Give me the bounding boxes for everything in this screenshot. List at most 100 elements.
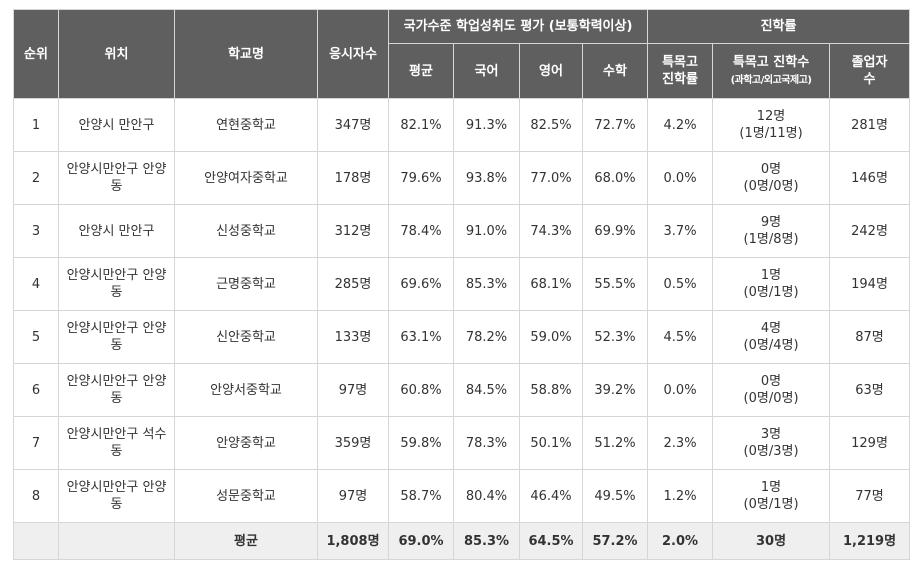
cell-school: 신성중학교 bbox=[174, 204, 318, 258]
cell-school: 안양여자중학교 bbox=[174, 151, 318, 205]
table-row: 1 안양시 만안구 연현중학교 347명 82.1% 91.3% 82.5% 7… bbox=[13, 98, 911, 152]
cell-korean: 91.0% bbox=[453, 204, 520, 258]
special-count-value: 0명 bbox=[760, 162, 782, 177]
avg-special-rate: 2.0% bbox=[647, 522, 714, 560]
cell-examinees: 347명 bbox=[317, 98, 389, 152]
avg-special-count: 30명 bbox=[712, 522, 831, 560]
cell-graduates: 194명 bbox=[829, 257, 911, 311]
special-count-value: 9명 bbox=[760, 215, 782, 230]
cell-special-count: 12명 (1명/11명) bbox=[712, 98, 831, 152]
cell-special-rate: 2.3% bbox=[647, 416, 714, 470]
cell-special-count: 0명 (0명/0명) bbox=[712, 363, 831, 417]
cell-special-count: 1명 (0명/1명) bbox=[712, 257, 831, 311]
cell-school: 연현중학교 bbox=[174, 98, 318, 152]
header-graduates-line1: 졸업자 bbox=[851, 55, 888, 70]
cell-examinees: 178명 bbox=[317, 151, 389, 205]
cell-korean: 80.4% bbox=[453, 469, 520, 523]
cell-rank: 6 bbox=[13, 363, 59, 417]
cell-examinees: 312명 bbox=[317, 204, 389, 258]
school-ranking-table-container: 순위 위치 학교명 응시자수 국가수준 학업성취도 평가 (보통학력이상) 진학… bbox=[13, 9, 911, 560]
school-ranking-table: 순위 위치 학교명 응시자수 국가수준 학업성취도 평가 (보통학력이상) 진학… bbox=[13, 9, 911, 560]
header-korean: 국어 bbox=[453, 43, 520, 99]
header-english: 영어 bbox=[519, 43, 583, 99]
cell-graduates: 146명 bbox=[829, 151, 911, 205]
cell-english: 77.0% bbox=[519, 151, 583, 205]
cell-average: 60.8% bbox=[388, 363, 454, 417]
cell-special-rate: 0.0% bbox=[647, 151, 714, 205]
cell-location: 안양시 만안구 bbox=[58, 204, 175, 258]
special-count-breakdown: (1명/8명) bbox=[743, 232, 799, 247]
special-count-value: 0명 bbox=[760, 374, 782, 389]
cell-location: 안양시만안구 안양동 bbox=[58, 310, 175, 364]
special-count-breakdown: (0명/3명) bbox=[743, 444, 799, 459]
cell-special-rate: 3.7% bbox=[647, 204, 714, 258]
cell-english: 50.1% bbox=[519, 416, 583, 470]
cell-korean: 93.8% bbox=[453, 151, 520, 205]
cell-special-rate: 4.5% bbox=[647, 310, 714, 364]
cell-location: 안양시만안구 석수동 bbox=[58, 416, 175, 470]
cell-rank: 2 bbox=[13, 151, 59, 205]
special-count-breakdown: (0명/1명) bbox=[743, 497, 799, 512]
cell-special-rate: 4.2% bbox=[647, 98, 714, 152]
special-count-breakdown: (0명/0명) bbox=[743, 391, 799, 406]
cell-examinees: 133명 bbox=[317, 310, 389, 364]
table-row: 2 안양시만안구 안양동 안양여자중학교 178명 79.6% 93.8% 77… bbox=[13, 151, 911, 205]
avg-cell-rank bbox=[13, 522, 59, 560]
cell-graduates: 129명 bbox=[829, 416, 911, 470]
special-count-breakdown: (0명/4명) bbox=[743, 338, 799, 353]
header-math: 수학 bbox=[581, 43, 649, 99]
special-count-breakdown: (0명/0명) bbox=[743, 179, 799, 194]
table-row: 8 안양시만안구 안양동 성문중학교 97명 58.7% 80.4% 46.4%… bbox=[13, 469, 911, 523]
cell-special-count: 3명 (0명/3명) bbox=[712, 416, 831, 470]
cell-math: 39.2% bbox=[581, 363, 649, 417]
avg-label: 평균 bbox=[174, 522, 318, 560]
cell-english: 68.1% bbox=[519, 257, 583, 311]
cell-average: 58.7% bbox=[388, 469, 454, 523]
cell-korean: 91.3% bbox=[453, 98, 520, 152]
header-advancement-group: 진학률 bbox=[647, 9, 911, 44]
cell-location: 안양시 만안구 bbox=[58, 98, 175, 152]
special-count-value: 12명 bbox=[756, 109, 786, 124]
cell-graduates: 63명 bbox=[829, 363, 911, 417]
header-school: 학교명 bbox=[174, 9, 318, 99]
avg-examinees: 1,808명 bbox=[317, 522, 389, 560]
cell-math: 72.7% bbox=[581, 98, 649, 152]
cell-location: 안양시만안구 안양동 bbox=[58, 151, 175, 205]
header-location: 위치 bbox=[58, 9, 175, 99]
cell-math: 51.2% bbox=[581, 416, 649, 470]
table-row: 3 안양시 만안구 신성중학교 312명 78.4% 91.0% 74.3% 6… bbox=[13, 204, 911, 258]
table-row: 5 안양시만안구 안양동 신안중학교 133명 63.1% 78.2% 59.0… bbox=[13, 310, 911, 364]
cell-average: 63.1% bbox=[388, 310, 454, 364]
cell-school: 신안중학교 bbox=[174, 310, 318, 364]
special-count-breakdown: (1명/11명) bbox=[739, 126, 803, 141]
cell-special-rate: 0.0% bbox=[647, 363, 714, 417]
avg-cell-location bbox=[58, 522, 175, 560]
table-row: 4 안양시만안구 안양동 근명중학교 285명 69.6% 85.3% 68.1… bbox=[13, 257, 911, 311]
average-row: 평균 1,808명 69.0% 85.3% 64.5% 57.2% 2.0% 3… bbox=[13, 522, 911, 560]
cell-english: 59.0% bbox=[519, 310, 583, 364]
avg-english: 64.5% bbox=[519, 522, 583, 560]
cell-location: 안양시만안구 안양동 bbox=[58, 469, 175, 523]
cell-math: 68.0% bbox=[581, 151, 649, 205]
cell-school: 근명중학교 bbox=[174, 257, 318, 311]
table-body: 1 안양시 만안구 연현중학교 347명 82.1% 91.3% 82.5% 7… bbox=[13, 98, 911, 560]
avg-average: 69.0% bbox=[388, 522, 454, 560]
cell-location: 안양시만안구 안양동 bbox=[58, 257, 175, 311]
cell-average: 78.4% bbox=[388, 204, 454, 258]
header-rank: 순위 bbox=[13, 9, 59, 99]
cell-english: 46.4% bbox=[519, 469, 583, 523]
avg-korean: 85.3% bbox=[453, 522, 520, 560]
cell-math: 69.9% bbox=[581, 204, 649, 258]
cell-english: 74.3% bbox=[519, 204, 583, 258]
cell-graduates: 242명 bbox=[829, 204, 911, 258]
cell-math: 52.3% bbox=[581, 310, 649, 364]
cell-graduates: 87명 bbox=[829, 310, 911, 364]
table-row: 7 안양시만안구 석수동 안양중학교 359명 59.8% 78.3% 50.1… bbox=[13, 416, 911, 470]
header-special-count-line1: 특목고 진학수 bbox=[732, 54, 810, 70]
special-count-value: 3명 bbox=[760, 427, 782, 442]
cell-average: 79.6% bbox=[388, 151, 454, 205]
cell-english: 82.5% bbox=[519, 98, 583, 152]
header-achievement-group: 국가수준 학업성취도 평가 (보통학력이상) bbox=[387, 9, 649, 44]
cell-examinees: 97명 bbox=[317, 363, 389, 417]
cell-examinees: 285명 bbox=[317, 257, 389, 311]
